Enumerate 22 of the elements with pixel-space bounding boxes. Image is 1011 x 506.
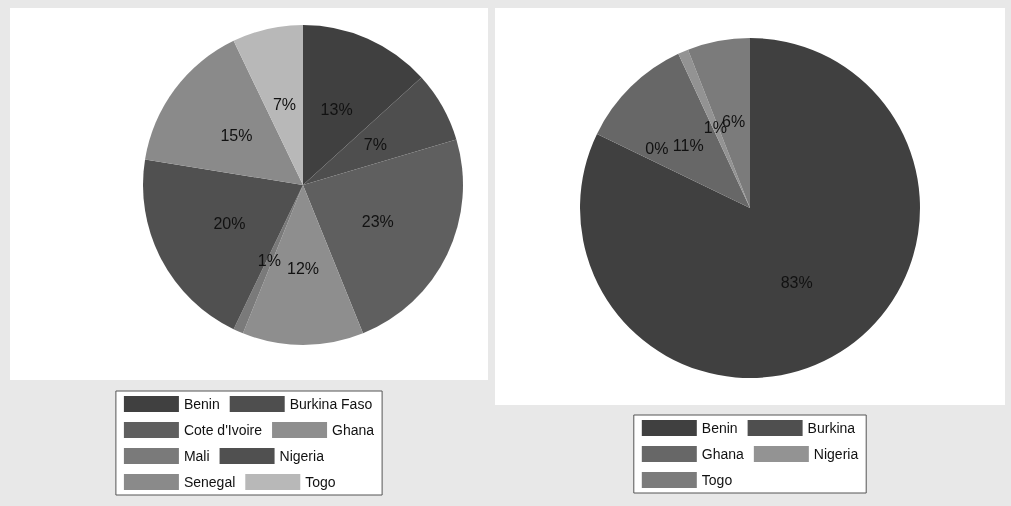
data-label: 23% — [361, 212, 394, 230]
data-label: 11% — [672, 136, 704, 154]
legend-label: Burkina Faso — [289, 396, 373, 412]
data-label: 12% — [286, 259, 320, 277]
legend-label: Ghana — [332, 422, 375, 438]
data-label: 1% — [257, 252, 281, 270]
legend-label: Ghana — [701, 446, 745, 462]
legend-label: Cote d'Ivoire — [183, 422, 263, 438]
legend-label: Benin — [701, 420, 738, 436]
legend-label: Benin — [183, 396, 220, 412]
data-label: 15% — [220, 126, 253, 144]
legend-label: Nigeria — [813, 446, 859, 462]
legend-label: Mali — [183, 448, 210, 464]
legend-label: Nigeria — [279, 448, 325, 464]
data-label: 20% — [213, 214, 246, 232]
text: 0% — [645, 140, 669, 158]
legend-label: Burkina — [807, 420, 856, 436]
legend-label: Togo — [305, 474, 336, 490]
legend-label: Togo — [701, 472, 733, 488]
legend-label: Senegal — [183, 474, 236, 490]
data-label: 7% — [272, 95, 297, 113]
data-label: 7% — [363, 135, 387, 153]
